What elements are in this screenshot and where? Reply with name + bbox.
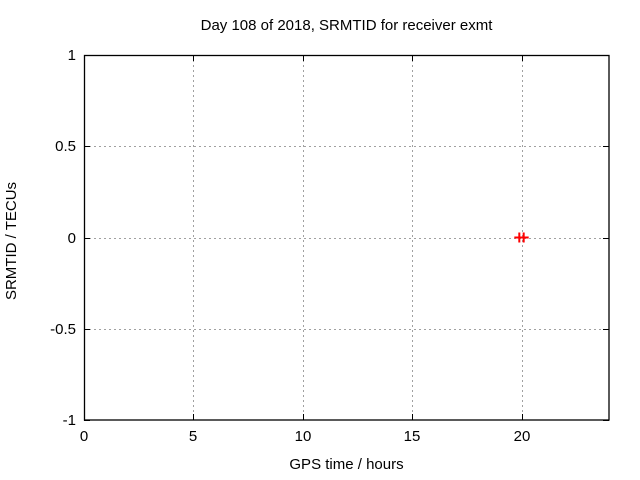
chart-title: Day 108 of 2018, SRMTID for receiver exm… bbox=[201, 17, 494, 34]
y-tick-label: -0.5 bbox=[50, 321, 76, 338]
data-layer bbox=[514, 232, 529, 243]
y-tick-label: 0.5 bbox=[55, 138, 76, 155]
grid-layer bbox=[84, 55, 609, 420]
x-tick-label: 20 bbox=[514, 428, 531, 445]
y-tick-label: 1 bbox=[68, 47, 76, 64]
tick-layer bbox=[84, 55, 609, 421]
x-tick-label: 10 bbox=[295, 428, 312, 445]
data-point-marker bbox=[518, 232, 529, 243]
tick-label-layer: 0 5 10 15 20 -1 -0.5 0 0.5 1 bbox=[50, 47, 530, 445]
y-tick-label: 0 bbox=[68, 230, 76, 247]
y-axis-label: SRMTID / TECUs bbox=[3, 182, 20, 300]
x-axis-label: GPS time / hours bbox=[289, 456, 403, 473]
x-tick-label: 0 bbox=[80, 428, 88, 445]
x-tick-label: 15 bbox=[404, 428, 421, 445]
plot-border bbox=[83, 54, 610, 421]
y-tick-label: -1 bbox=[63, 412, 76, 429]
x-tick-label: 5 bbox=[189, 428, 197, 445]
